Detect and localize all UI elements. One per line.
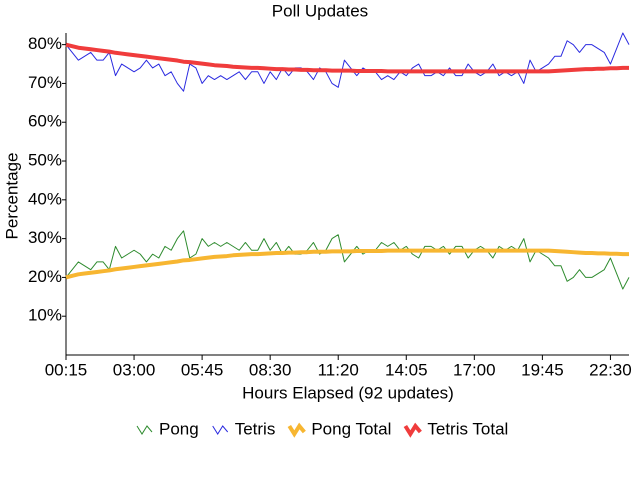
- x-tick-label: 19:45: [521, 360, 564, 379]
- legend-icon: [403, 422, 422, 438]
- y-tick-label: 30%: [28, 228, 62, 247]
- x-tick-label: 03:00: [113, 360, 156, 379]
- y-tick-label: 80%: [28, 34, 62, 53]
- y-tick-label: 10%: [28, 306, 62, 325]
- series-line: [65, 42, 629, 74]
- series-line: [65, 32, 630, 92]
- y-tick-label: 20%: [28, 267, 62, 286]
- x-tick-label: 11:20: [318, 360, 359, 379]
- legend-label: Tetris: [235, 419, 276, 438]
- y-axis-label: Percentage: [2, 153, 21, 240]
- x-tick-label: 22:30: [589, 360, 632, 379]
- series-line: [65, 248, 629, 280]
- y-tick-label: 50%: [28, 151, 62, 170]
- chart-title: Poll Updates: [272, 1, 368, 20]
- legend-icon: [287, 422, 306, 438]
- y-tick-label: 40%: [28, 189, 62, 208]
- legend-label: Tetris Total: [427, 419, 508, 438]
- x-tick-label: 14:05: [385, 360, 428, 379]
- y-tick-label: 70%: [28, 73, 62, 92]
- legend-label: Pong Total: [311, 419, 391, 438]
- legend-label: Pong: [159, 419, 199, 438]
- legend-icon: [212, 425, 229, 435]
- legend-icon: [136, 425, 153, 435]
- x-tick-label: 00:15: [45, 360, 88, 379]
- x-axis-label: Hours Elapsed (92 updates): [242, 383, 454, 402]
- x-tick-label: 17:00: [453, 360, 496, 379]
- x-tick-label: 05:45: [181, 360, 224, 379]
- y-tick-label: 60%: [28, 112, 62, 131]
- x-tick-label: 08:30: [249, 360, 292, 379]
- series-line: [65, 230, 630, 290]
